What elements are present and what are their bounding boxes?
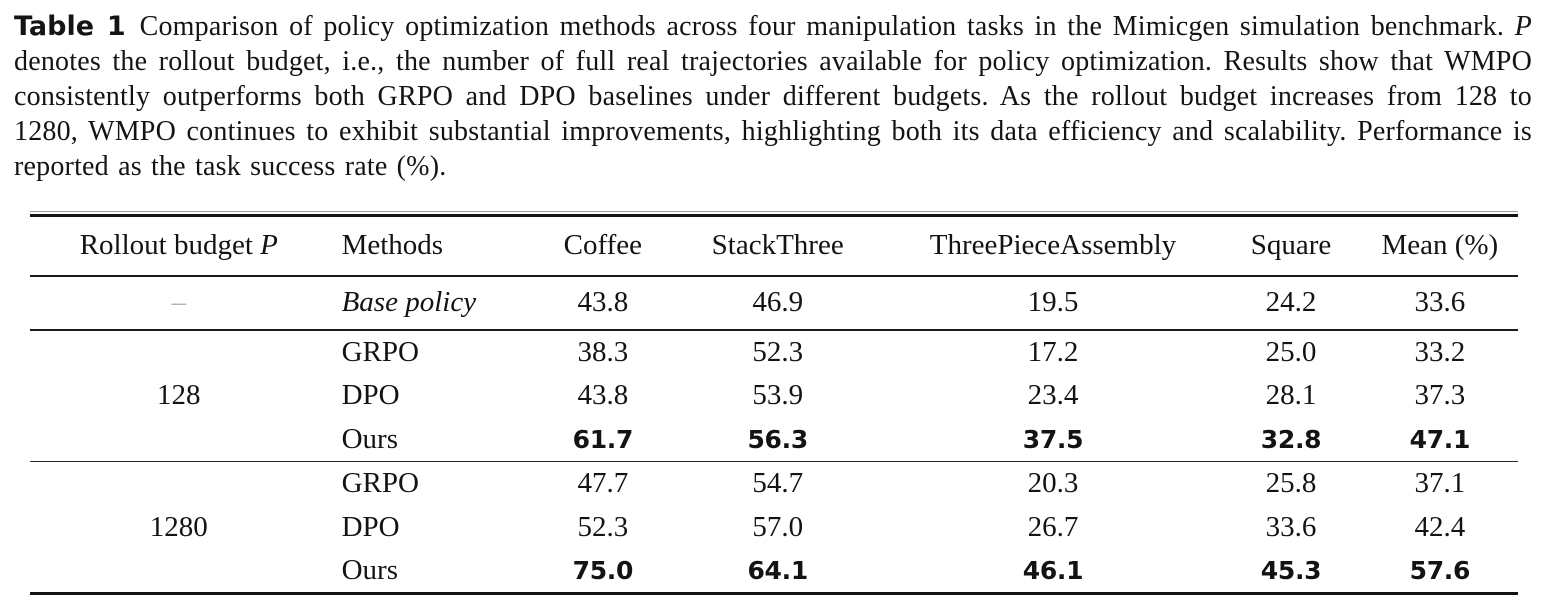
method-ours: Ours: [341, 554, 398, 587]
base-policy-threepieceassembly: 19.5: [885, 275, 1221, 331]
value-cell: 43.8: [577, 379, 629, 411]
caption-variable-p: P: [1514, 11, 1532, 42]
value-cell: 33.6: [1265, 511, 1317, 543]
value-cell: 37.3: [1414, 379, 1466, 411]
value-cell-bold: 75.0: [572, 556, 634, 586]
value-cell: 53.9: [752, 379, 804, 411]
value-cell: 20.3: [885, 461, 1221, 506]
results-table-wrap: Rollout budget P Methods Coffee StackThr…: [30, 211, 1518, 595]
value-cell: 28.1: [1265, 379, 1317, 411]
value-cell: 52.3: [577, 511, 629, 543]
base-policy-row: – Base policy 43.8 46.9 19.5 24.2 33.6: [30, 275, 1518, 331]
value-cell-bold: 56.3: [747, 424, 808, 454]
table-row-128-dpo: DPO 43.8 53.9 23.4 28.1 37.3: [30, 374, 1518, 418]
value-cell: 25.0: [1265, 335, 1317, 368]
table-row-1280-grpo: 1280 GRPO 47.7 54.7 20.3 25.8 37.1: [30, 461, 1518, 594]
budget-1280: 1280: [30, 461, 328, 594]
value-cell: 33.2: [1414, 335, 1466, 368]
caption-text-part1: Comparison of policy optimization method…: [139, 11, 1515, 42]
value-cell: 37.1: [1361, 461, 1518, 506]
base-policy-budget-dash: –: [30, 275, 328, 331]
method-grpo: GRPO: [341, 335, 419, 368]
value-cell-bold: 64.1: [747, 556, 808, 586]
value-cell: 52.3: [752, 335, 804, 368]
base-policy-coffee: 43.8: [535, 275, 670, 331]
value-cell-bold: 47.1: [1409, 424, 1471, 454]
table-caption: Table 1 Comparison of policy optimization…: [0, 0, 1548, 184]
method-ours: Ours: [341, 422, 398, 455]
budget-128: 128: [157, 379, 201, 412]
value-cell: 42.4: [1414, 511, 1466, 543]
base-policy-method: Base policy: [327, 275, 536, 331]
value-cell-bold: 45.3: [1260, 556, 1322, 586]
caption-text-part2: denotes the rollout budget, i.e., the nu…: [14, 46, 1532, 182]
header-threepieceassembly: ThreePieceAssembly: [885, 215, 1221, 277]
value-cell: 26.7: [1027, 511, 1079, 543]
header-square: Square: [1220, 215, 1362, 277]
value-cell: 54.7: [669, 461, 886, 506]
header-rollout-budget: Rollout budget P: [30, 215, 328, 277]
table-header-row: Rollout budget P Methods Coffee StackThr…: [30, 215, 1518, 277]
value-cell: 57.0: [752, 511, 804, 543]
value-cell-bold: 57.6: [1409, 556, 1471, 586]
value-cell: 38.3: [577, 335, 629, 368]
value-cell: 47.7: [535, 461, 670, 506]
header-stackthree: StackThree: [669, 215, 886, 277]
base-policy-mean: 33.6: [1361, 275, 1518, 331]
method-dpo: DPO: [341, 379, 400, 411]
value-cell-bold: 46.1: [1022, 556, 1084, 586]
table-row-128-grpo: 128 GRPO 38.3 52.3 17.2 25.0 33.2: [30, 330, 1518, 412]
base-policy-stackthree: 46.9: [669, 275, 886, 331]
value-cell-bold: 61.7: [572, 424, 634, 454]
table-caption-label: Table 1: [14, 11, 126, 42]
value-cell: 23.4: [1027, 379, 1079, 411]
header-mean: Mean (%): [1361, 215, 1518, 277]
value-cell: 25.8: [1220, 461, 1362, 506]
base-policy-square: 24.2: [1220, 275, 1362, 331]
results-table: Rollout budget P Methods Coffee StackThr…: [30, 214, 1518, 595]
value-cell-bold: 37.5: [1022, 424, 1084, 454]
header-budget-variable: P: [260, 229, 278, 262]
value-cell: 17.2: [1027, 335, 1079, 368]
value-cell-bold: 32.8: [1260, 424, 1322, 454]
header-methods: Methods: [327, 215, 536, 277]
header-coffee: Coffee: [535, 215, 670, 277]
header-rollout-budget-text: Rollout budget: [79, 229, 253, 262]
table-row-128-ours: Ours 61.7 56.3 37.5 32.8 47.1: [30, 418, 1518, 462]
method-dpo: DPO: [341, 511, 400, 543]
table-row-1280-dpo: DPO 52.3 57.0 26.7 33.6 42.4: [30, 506, 1518, 550]
table-row-1280-ours: Ours 75.0 64.1 46.1 45.3 57.6: [30, 550, 1518, 594]
method-grpo: GRPO: [327, 461, 536, 506]
